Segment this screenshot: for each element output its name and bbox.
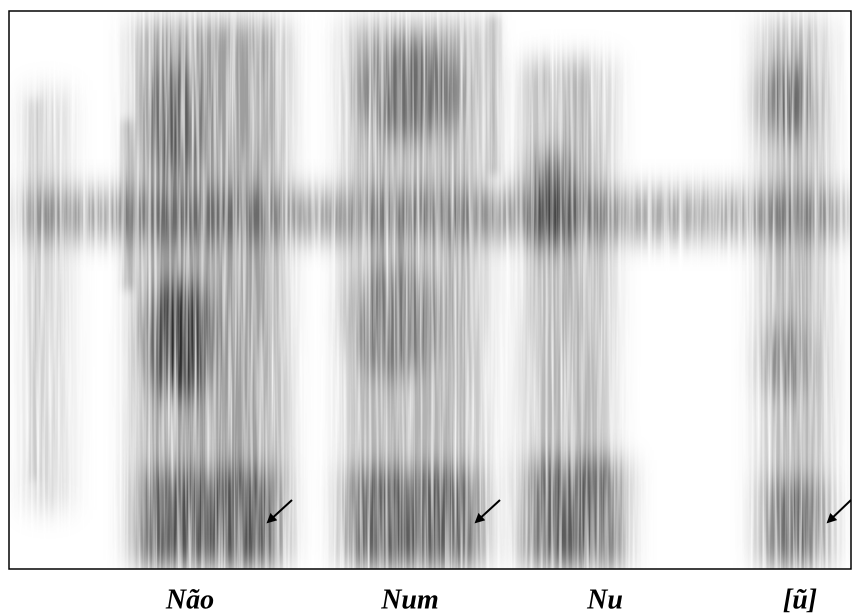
word-label: [ũ] — [783, 584, 817, 615]
frame — [8, 10, 852, 570]
spectrogram — [9, 11, 851, 569]
word-label: Não — [165, 584, 214, 615]
arrow — [826, 499, 852, 524]
arrows — [266, 499, 852, 524]
word-label: Num — [380, 584, 439, 615]
word-label: Nu — [586, 584, 623, 615]
arrow — [266, 499, 293, 524]
arrow — [474, 499, 501, 524]
